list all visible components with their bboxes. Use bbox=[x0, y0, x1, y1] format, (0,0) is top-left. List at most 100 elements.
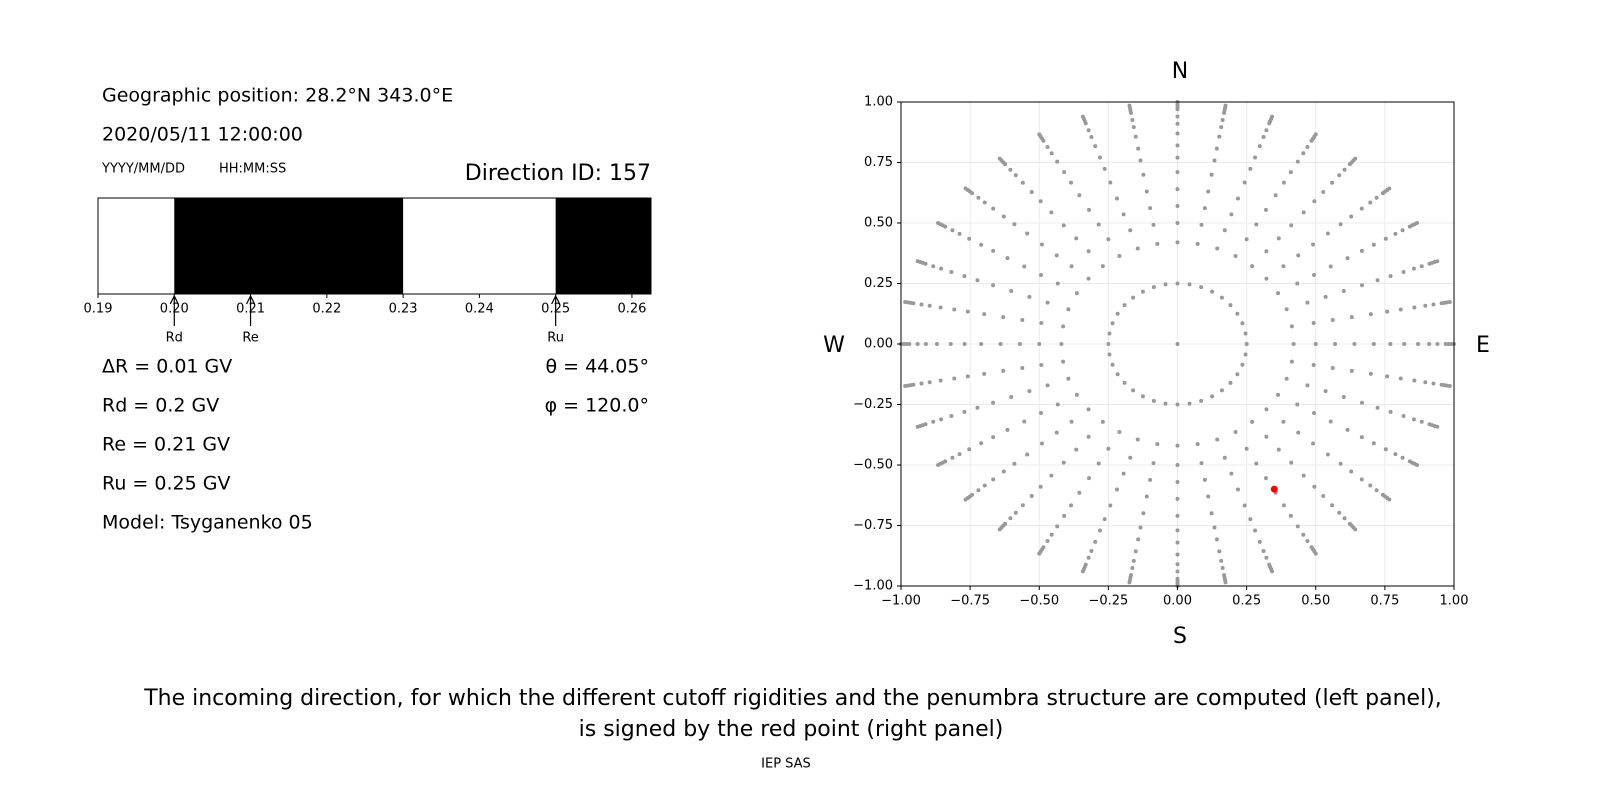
direction-point bbox=[1371, 441, 1376, 446]
direction-point bbox=[1140, 394, 1145, 399]
direction-point bbox=[1233, 253, 1238, 258]
direction-point bbox=[1295, 281, 1300, 286]
direction-point bbox=[1055, 524, 1060, 529]
direction-point bbox=[1175, 221, 1180, 225]
direction-point bbox=[1175, 496, 1180, 501]
direction-point bbox=[938, 305, 943, 310]
direction-point bbox=[1086, 276, 1091, 281]
direction-point bbox=[901, 342, 906, 346]
direction-point bbox=[1393, 452, 1398, 457]
direction-point bbox=[1131, 558, 1136, 563]
direction-point bbox=[1027, 294, 1032, 299]
direction-point bbox=[1163, 401, 1168, 406]
direction-point bbox=[1270, 569, 1275, 574]
direction-point bbox=[1012, 461, 1017, 466]
direction-point bbox=[1419, 419, 1424, 424]
direction-point bbox=[1301, 210, 1306, 215]
direction-point bbox=[923, 342, 928, 346]
direction-point bbox=[919, 302, 924, 307]
direction-point bbox=[1342, 167, 1347, 172]
direction-point bbox=[1289, 359, 1294, 364]
direction-point bbox=[1341, 289, 1346, 294]
direction-point bbox=[1086, 407, 1091, 412]
datetime: 2020/05/11 12:00:00 bbox=[102, 124, 303, 146]
direction-point bbox=[1313, 132, 1318, 137]
direction-point bbox=[1400, 228, 1405, 233]
direction-point bbox=[1412, 305, 1417, 310]
theta: θ = 44.05° bbox=[545, 356, 649, 378]
direction-point bbox=[1261, 548, 1266, 553]
direction-point bbox=[927, 303, 932, 308]
direction-point bbox=[1273, 193, 1278, 198]
direction-point bbox=[1020, 503, 1025, 508]
direction-point bbox=[1305, 144, 1310, 149]
direction-point bbox=[1400, 455, 1405, 460]
direction-point bbox=[1001, 368, 1006, 373]
direction-point bbox=[1077, 193, 1082, 198]
direction-point bbox=[1175, 463, 1180, 467]
direction-point bbox=[1039, 320, 1044, 325]
direction-point bbox=[1305, 539, 1310, 544]
direction-point bbox=[1263, 476, 1268, 481]
x-tick-label: 0.26 bbox=[617, 302, 646, 317]
direction-point bbox=[952, 376, 957, 381]
direction-point bbox=[1402, 342, 1407, 346]
direction-point bbox=[903, 299, 908, 304]
direction-point bbox=[1305, 383, 1310, 388]
direction-point bbox=[1009, 289, 1014, 294]
direction-point bbox=[1398, 376, 1403, 381]
direction-point bbox=[982, 483, 987, 488]
direction-point bbox=[952, 307, 957, 312]
direction-point bbox=[927, 380, 932, 385]
direction-point bbox=[1210, 289, 1215, 294]
direction-point bbox=[1045, 539, 1050, 544]
penumbra-frame bbox=[97, 197, 652, 295]
x-tick-label: 1.00 bbox=[1440, 594, 1469, 609]
direction-point bbox=[1349, 469, 1354, 474]
direction-point bbox=[1264, 128, 1269, 133]
direction-point bbox=[1195, 442, 1200, 447]
direction-point bbox=[1352, 342, 1357, 346]
y-tick-label: −0.75 bbox=[853, 518, 893, 533]
direction-point bbox=[1289, 223, 1294, 228]
direction-point bbox=[1345, 256, 1350, 261]
direction-point bbox=[915, 342, 920, 346]
direction-point bbox=[1144, 189, 1149, 194]
direction-point bbox=[991, 283, 996, 288]
direction-point bbox=[1296, 430, 1301, 435]
x-tick-label: −0.75 bbox=[950, 594, 990, 609]
direction-point bbox=[967, 447, 972, 452]
marker-label: Rd bbox=[166, 331, 183, 346]
direction-point bbox=[1175, 170, 1180, 175]
direction-point bbox=[1248, 166, 1253, 171]
time-format: HH:MM:SS bbox=[219, 162, 286, 177]
direction-point bbox=[1443, 342, 1448, 346]
direction-point bbox=[1209, 511, 1214, 516]
direction-point bbox=[1295, 402, 1300, 407]
direction-point bbox=[1296, 253, 1301, 258]
y-tick-label: −0.50 bbox=[853, 458, 893, 473]
direction-point bbox=[1311, 242, 1316, 247]
direction-point bbox=[1102, 166, 1107, 171]
direction-point bbox=[1175, 131, 1180, 136]
direction-point bbox=[1012, 222, 1017, 227]
direction-point bbox=[1066, 376, 1071, 381]
direction-point bbox=[1049, 210, 1054, 215]
direction-point bbox=[1110, 362, 1115, 367]
direction-point bbox=[1301, 151, 1306, 156]
direction-point bbox=[1117, 430, 1122, 435]
direction-point bbox=[1122, 303, 1127, 308]
direction-point bbox=[1100, 419, 1105, 424]
direction-point bbox=[1069, 180, 1074, 185]
direction-point bbox=[1001, 315, 1006, 320]
direction-point bbox=[962, 274, 967, 279]
direction-point bbox=[1229, 471, 1234, 476]
direction-point bbox=[1312, 484, 1317, 489]
direction-point bbox=[1061, 460, 1066, 465]
direction-point bbox=[1222, 228, 1227, 233]
direction-point bbox=[1080, 569, 1085, 574]
direction-point bbox=[1138, 158, 1143, 163]
direction-point bbox=[1243, 352, 1248, 357]
direction-point bbox=[1038, 484, 1043, 489]
direction-point bbox=[1295, 159, 1300, 164]
